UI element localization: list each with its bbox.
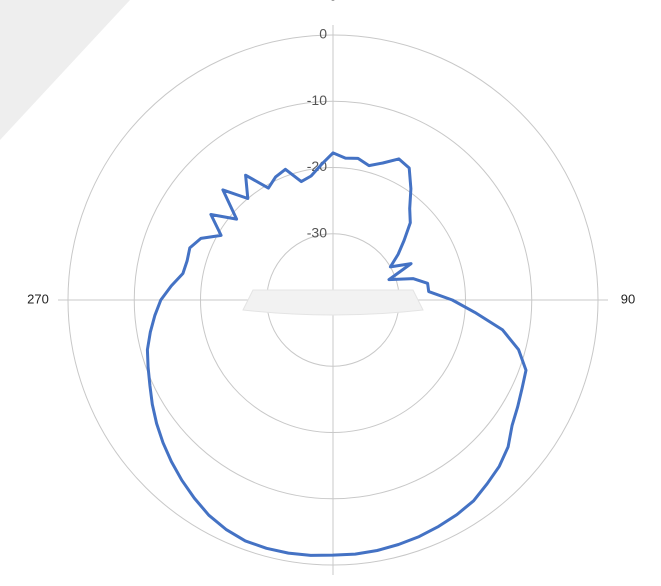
radial-tick-label: -30 — [307, 224, 327, 240]
angle-tick-label: 0 — [329, 0, 336, 3]
pattern-line — [145, 151, 528, 557]
radial-tick-label: -10 — [307, 92, 327, 108]
angle-tick-label: 90 — [621, 291, 635, 306]
radial-tick-label: 0 — [319, 26, 327, 42]
angle-tick-label: 270 — [27, 291, 49, 306]
corner-decoration — [0, 0, 130, 140]
antenna-shape — [242, 289, 424, 316]
